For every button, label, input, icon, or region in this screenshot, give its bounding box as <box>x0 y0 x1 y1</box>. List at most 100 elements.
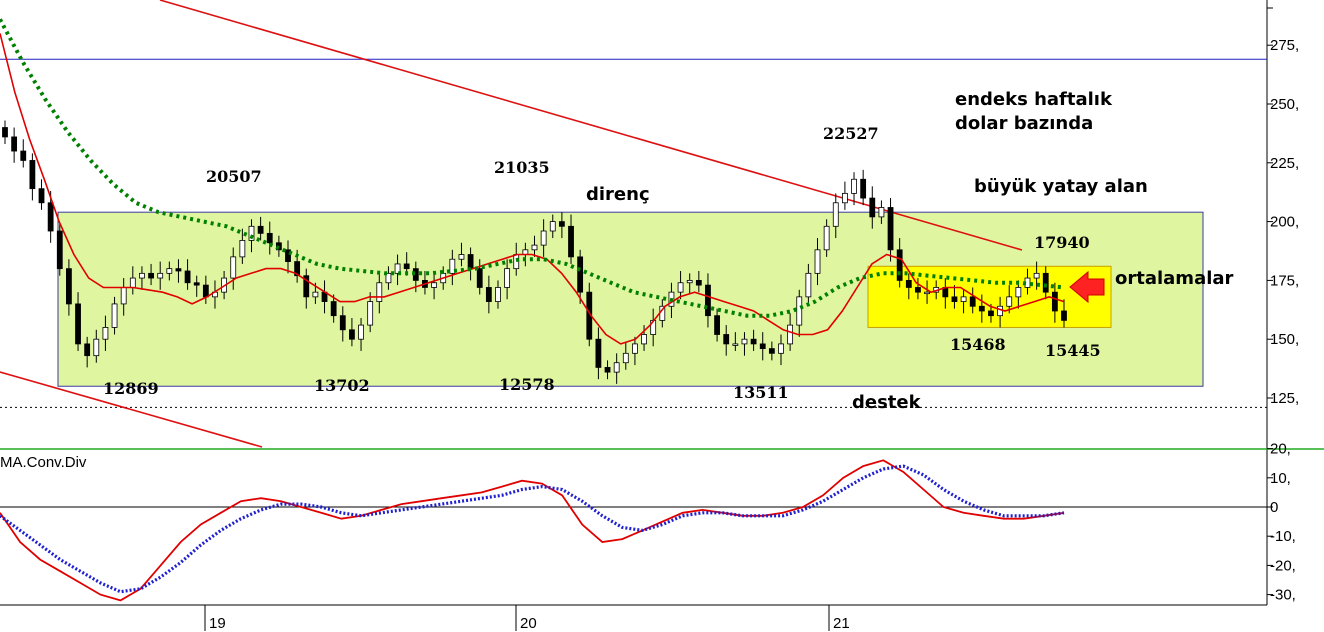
price-level-label: 12869 <box>103 379 159 398</box>
candle-down <box>339 315 346 331</box>
candle-up <box>157 272 164 279</box>
candle-up <box>814 249 821 274</box>
candle-up <box>549 221 556 232</box>
candle-down <box>403 263 410 270</box>
macd-y-tick-label: 0 <box>1270 499 1278 516</box>
candle-up <box>997 305 1003 317</box>
candle-up <box>1006 296 1013 307</box>
candle-down <box>84 343 91 357</box>
macd-title: MA.Conv.Div <box>0 454 87 471</box>
candle-down <box>202 284 209 298</box>
moving-average-green <box>0 18 1065 318</box>
macd-y-tick-label: -20, <box>1270 557 1296 574</box>
candle-down <box>266 232 273 244</box>
arrow-left-icon <box>1069 270 1105 304</box>
candle-down <box>759 343 766 350</box>
macd-panel: MA.Conv.Div <box>0 454 1267 602</box>
x-tick-label: 21 <box>833 615 850 632</box>
candle-up <box>787 324 794 345</box>
candle-up <box>367 301 374 326</box>
candle-up <box>540 230 547 246</box>
x-tick-label: 19 <box>209 615 226 632</box>
candle-down <box>896 249 903 281</box>
candle-down <box>175 268 182 272</box>
price-level-label: 20507 <box>206 167 262 186</box>
candle-down <box>20 150 27 161</box>
chart-annotation: direnç <box>586 184 650 205</box>
candle-down <box>869 197 876 218</box>
upper-trendline <box>159 0 1023 251</box>
candle-down <box>29 160 36 190</box>
candle-up <box>504 268 511 288</box>
price-level-label: 13511 <box>733 383 789 402</box>
price-level-label: 12578 <box>499 375 555 394</box>
candle-up <box>1015 287 1022 298</box>
y-tick-label: 200, <box>1270 214 1299 231</box>
candle-down <box>595 338 602 368</box>
candle-up <box>778 343 784 354</box>
candle-down <box>705 284 711 317</box>
candle-down <box>887 207 894 251</box>
candle-up <box>741 338 748 345</box>
candle-up <box>394 263 401 274</box>
candle-down <box>285 249 291 262</box>
candle-down <box>1051 291 1058 312</box>
moving-average-red <box>0 33 1065 345</box>
candle-up <box>622 352 629 364</box>
candle-down <box>75 303 81 345</box>
candle-down <box>969 296 976 307</box>
candle-up <box>458 254 465 260</box>
candle-up <box>358 324 364 340</box>
candle-down <box>2 127 8 138</box>
axes: 275, 250, 225, 200, 175, 150, 125, 20, 10, 0 -10, -… <box>204 7 1299 632</box>
candle-down <box>604 367 611 373</box>
candle-up <box>960 296 967 302</box>
candle-down <box>951 296 958 302</box>
candle-down <box>768 348 775 354</box>
price-level-label: 21035 <box>494 158 550 177</box>
candle-down <box>47 202 54 232</box>
candle-up <box>376 282 383 302</box>
y-tick-label: 150, <box>1270 331 1299 348</box>
chart-annotation: dolar bazında <box>955 113 1093 134</box>
candle-down <box>723 334 730 345</box>
candle-up <box>248 225 255 241</box>
candle-down <box>714 315 720 335</box>
candle-up <box>613 362 620 373</box>
candle-down <box>467 254 474 270</box>
price-level-label: 22527 <box>823 124 879 143</box>
candle-down <box>558 221 565 227</box>
candle-down <box>330 301 337 317</box>
lower-trendline <box>0 371 263 448</box>
macd-y-tick-label: -30, <box>1270 587 1296 604</box>
candle-up <box>449 258 456 274</box>
price-panel: 20507 21035 22527 17940 12869 13702 12578 13511… <box>0 0 1267 448</box>
candle-down <box>915 287 921 293</box>
candle-down <box>66 268 72 305</box>
candle-up <box>732 343 739 346</box>
candle-down <box>695 279 702 286</box>
candle-up <box>796 296 803 326</box>
candle-up <box>832 202 839 227</box>
x-tick-label: 20 <box>520 615 537 632</box>
candle-up <box>93 338 100 357</box>
consolidation-box <box>867 265 1112 328</box>
macd-y-tick-label: 20, <box>1270 441 1291 458</box>
candle-down <box>577 256 584 293</box>
candle-down <box>184 270 191 284</box>
candle-up <box>431 282 437 288</box>
candle-down <box>193 282 200 286</box>
candle-up <box>686 279 693 284</box>
candle-down <box>11 136 18 152</box>
chart-annotation: endeks haftalık <box>955 89 1113 110</box>
candle-up <box>120 287 127 305</box>
candle-up <box>385 272 392 284</box>
price-level-label: 15468 <box>950 335 1006 354</box>
candle-up <box>677 282 684 293</box>
candle-down <box>303 275 310 298</box>
y-tick-label: 125, <box>1270 390 1299 407</box>
candle-down <box>905 279 912 288</box>
candle-up <box>1033 272 1040 279</box>
candle-down <box>349 329 355 340</box>
